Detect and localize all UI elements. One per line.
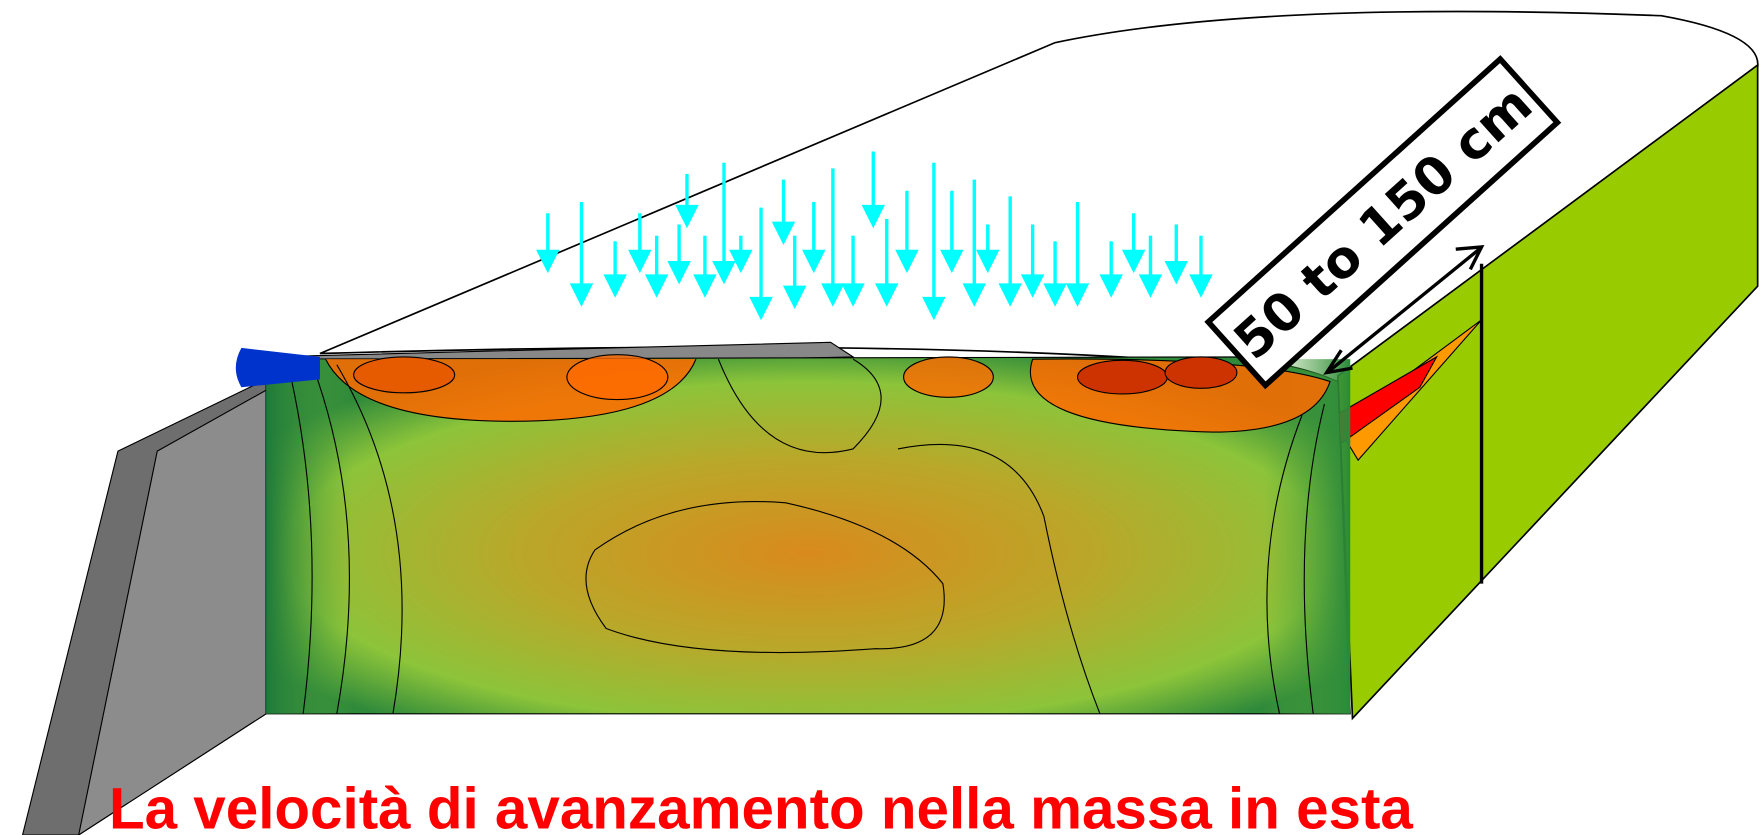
caption: La velocità di avanzamento nella massa i… [109,776,1413,835]
page: 50 to 150 cm La velocità di avanzamento … [0,0,1760,835]
diagram: 50 to 150 cm La velocità di avanzamento … [0,0,1760,835]
